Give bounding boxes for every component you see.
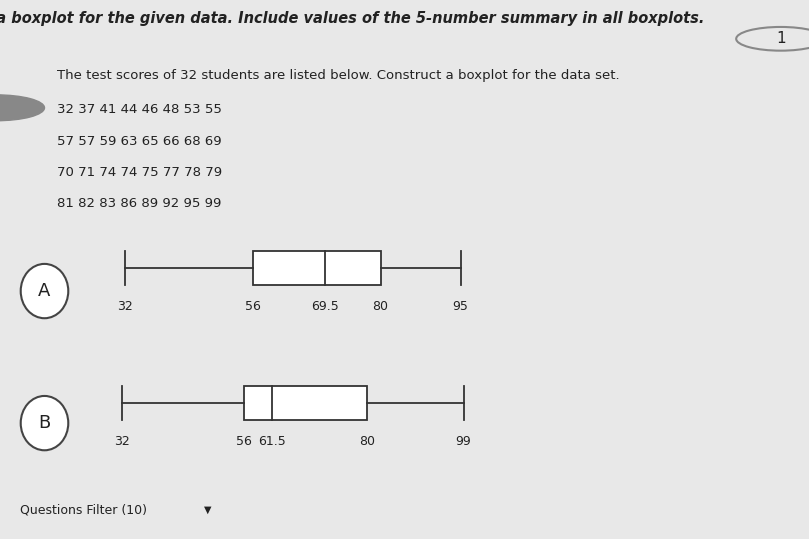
Text: 56: 56 bbox=[236, 434, 252, 448]
Text: The test scores of 32 students are listed below. Construct a boxplot for the dat: The test scores of 32 students are liste… bbox=[57, 69, 619, 82]
Text: 32: 32 bbox=[114, 434, 129, 448]
Text: ▼: ▼ bbox=[204, 505, 211, 515]
Text: 95: 95 bbox=[453, 300, 468, 313]
Text: 1: 1 bbox=[776, 31, 786, 46]
Circle shape bbox=[21, 264, 68, 318]
Text: 99: 99 bbox=[455, 434, 472, 448]
Text: 69.5: 69.5 bbox=[311, 300, 338, 313]
Text: 57 57 59 63 65 66 68 69: 57 57 59 63 65 66 68 69 bbox=[57, 135, 221, 148]
Text: 70 71 74 74 75 77 78 79: 70 71 74 74 75 77 78 79 bbox=[57, 166, 222, 179]
Text: 61.5: 61.5 bbox=[258, 434, 286, 448]
Circle shape bbox=[21, 396, 68, 450]
Text: Questions Filter (10): Questions Filter (10) bbox=[20, 503, 147, 516]
Text: 56: 56 bbox=[244, 300, 260, 313]
Text: 32: 32 bbox=[116, 300, 133, 313]
Circle shape bbox=[0, 95, 44, 121]
Text: B: B bbox=[38, 414, 51, 432]
Text: A: A bbox=[38, 282, 51, 300]
Text: 80: 80 bbox=[373, 300, 388, 313]
Text: 32 37 41 44 46 48 53 55: 32 37 41 44 46 48 53 55 bbox=[57, 103, 222, 116]
Text: 80: 80 bbox=[358, 434, 375, 448]
Text: Construct a boxplot for the given data. Include values of the 5-number summary i: Construct a boxplot for the given data. … bbox=[0, 11, 704, 26]
Text: 81 82 83 86 89 92 95 99: 81 82 83 86 89 92 95 99 bbox=[57, 197, 221, 210]
